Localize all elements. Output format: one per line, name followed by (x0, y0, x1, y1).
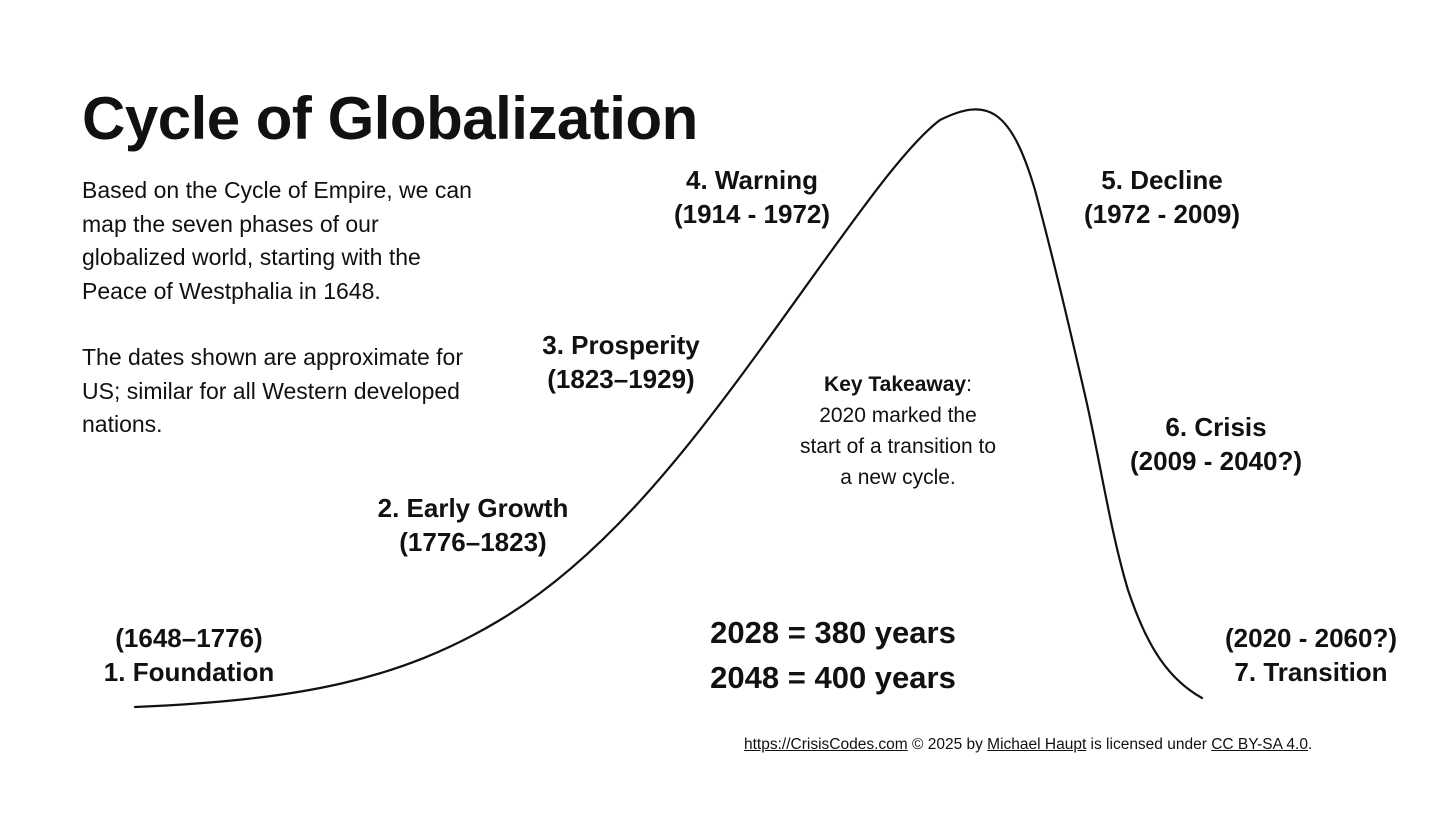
phase-prosperity-dates: (1823–1929) (547, 364, 695, 394)
phase-prosperity-name: 3. Prosperity (542, 330, 700, 360)
site-link[interactable]: https://CrisisCodes.com (744, 736, 908, 753)
cycle-curve-path (133, 108, 1204, 709)
phase-decline-dates: (1972 - 2009) (1083, 199, 1241, 229)
key-takeaway: Key Takeaway: 2020 marked the start of a… (798, 369, 998, 493)
phase-decline-name: 5. Decline (1101, 165, 1223, 195)
phase-early-growth-name: 2. Early Growth (377, 493, 569, 523)
license-credit: https://CrisisCodes.com © 2025 by Michae… (744, 736, 1312, 754)
years-summary: 2028 = 380 years 2048 = 400 years (710, 610, 956, 700)
phase-foundation: (1648–1776) 1. Foundation (104, 621, 274, 689)
phase-transition: (2020 - 2060?) 7. Transition (1225, 621, 1397, 689)
phase-transition-name: 7. Transition (1234, 657, 1388, 687)
phase-early-growth-dates: (1776–1823) (399, 527, 547, 557)
phase-warning-name: 4. Warning (686, 165, 818, 195)
phase-decline: 5. Decline (1972 - 2009) (1084, 163, 1240, 231)
credit-end: . (1307, 736, 1313, 753)
license-link[interactable]: CC BY-SA 4.0 (1211, 736, 1308, 753)
credit-licensed: is licensed under (1086, 736, 1212, 753)
phase-foundation-dates: (1648–1776) (115, 623, 263, 653)
intro-text: Based on the Cycle of Empire, we can map… (82, 174, 482, 475)
phase-transition-dates: (2020 - 2060?) (1225, 623, 1397, 653)
key-takeaway-text: 2020 marked the start of a transition to… (799, 404, 997, 489)
phase-foundation-name: 1. Foundation (103, 657, 275, 687)
author-link[interactable]: Michael Haupt (987, 736, 1087, 753)
phase-early-growth: 2. Early Growth (1776–1823) (378, 491, 569, 559)
key-takeaway-label: Key Takeaway (824, 373, 967, 396)
key-takeaway-separator: : (966, 373, 972, 396)
years-line-2: 2048 = 400 years (710, 660, 956, 695)
intro-paragraph-2: The dates shown are approximate for US; … (82, 344, 463, 437)
phase-warning: 4. Warning (1914 - 1972) (674, 163, 830, 231)
phase-crisis-name: 6. Crisis (1165, 412, 1267, 442)
page-title: Cycle of Globalization (82, 85, 698, 152)
credit-copyright: © 2025 by (907, 736, 988, 753)
intro-paragraph-1: Based on the Cycle of Empire, we can map… (82, 177, 472, 304)
years-line-1: 2028 = 380 years (710, 615, 956, 650)
phase-crisis-dates: (2009 - 2040?) (1130, 446, 1302, 476)
phase-crisis: 6. Crisis (2009 - 2040?) (1130, 410, 1302, 478)
phase-warning-dates: (1914 - 1972) (673, 199, 831, 229)
phase-prosperity: 3. Prosperity (1823–1929) (542, 328, 700, 396)
